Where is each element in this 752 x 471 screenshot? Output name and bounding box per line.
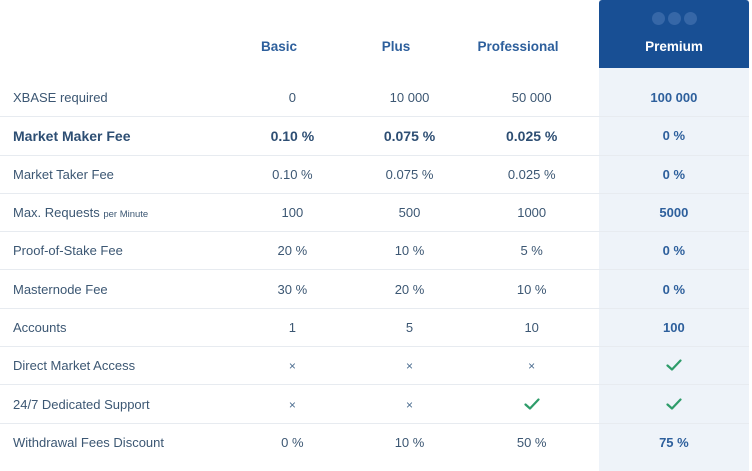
plan-basic-header: Basic xyxy=(260,39,298,54)
table-row: Withdrawal Fees Discount 0 % 10 % 50 % 75 % xyxy=(0,423,749,461)
pricing-comparison-table: XBASE required 0 10 000 50 000 100 000 Market… xyxy=(0,79,749,461)
decorative-dots xyxy=(599,12,749,25)
row-label-text: Proof-of-Stake Fee xyxy=(13,243,123,259)
cell-value: 10 % xyxy=(464,269,599,309)
plan-professional-header: Professional xyxy=(477,39,559,54)
cell-value: 10 xyxy=(464,308,599,348)
table-row: 24/7 Dedicated Support × × xyxy=(0,384,749,424)
row-label-text: Market Maker Fee xyxy=(13,127,131,144)
row-label: Direct Market Access xyxy=(0,346,231,386)
row-label: Masternode Fee xyxy=(0,269,231,309)
cell-value: 0.025 % xyxy=(464,116,599,156)
cell-value: 5 xyxy=(354,308,465,348)
row-label: Market Maker Fee xyxy=(0,116,231,156)
cell-value: 5 % xyxy=(464,231,599,271)
cell-value: 5000 xyxy=(598,193,749,233)
cell-value: 100 xyxy=(230,193,355,233)
row-label-text: 24/7 Dedicated Support xyxy=(13,396,150,412)
row-label-text: Direct Market Access xyxy=(13,358,136,374)
cross-icon: × xyxy=(230,384,355,424)
row-label: Accounts xyxy=(0,308,231,348)
cell-value: 1 xyxy=(230,308,355,348)
cell-value: 0 % xyxy=(598,269,749,309)
cell-value: 10 % xyxy=(394,434,425,450)
row-label-text: Accounts xyxy=(13,319,67,335)
cell-value: 0 % xyxy=(598,155,749,194)
table-row: Masternode Fee 30 % 20 % 10 % 0 % xyxy=(0,269,749,309)
cell-value: 0 % xyxy=(598,116,749,156)
cell-value: 100 000 xyxy=(598,79,749,118)
table-row: Max. Requests per Minute 100 500 1000 5000 xyxy=(0,193,749,233)
row-label-suffix: per Minute xyxy=(103,209,149,221)
row-label-text: Masternode Fee xyxy=(13,281,108,297)
cell-value: 20 % xyxy=(354,269,465,309)
row-label-text: XBASE required xyxy=(13,90,108,106)
cell-value: 10 % xyxy=(354,231,465,271)
cross-icon: × xyxy=(464,346,599,386)
premium-header xyxy=(599,0,749,68)
cell-value: 0.075 % xyxy=(354,155,465,194)
cell-value: 75 % xyxy=(659,434,689,450)
plan-plus-header: Plus xyxy=(381,39,411,54)
table-row: Market Maker Fee 0.10 % 0.075 % 0.025 % 0 % xyxy=(0,116,749,156)
cross-icon: × xyxy=(230,346,355,386)
cell-value: 0.10 % xyxy=(230,155,355,194)
cross-icon: × xyxy=(354,384,465,424)
cell-value: 0 % xyxy=(281,434,304,450)
plan-header-row: Basic Plus Professional Premium xyxy=(0,0,752,68)
cell-value: 20 % xyxy=(230,231,355,271)
table-row: Direct Market Access × × × xyxy=(0,346,749,386)
row-label-text: Withdrawal Fees Discount xyxy=(13,434,164,450)
row-label: Withdrawal Fees Discount xyxy=(0,423,230,461)
table-row: Proof-of-Stake Fee 20 % 10 % 5 % 0 % xyxy=(0,231,749,271)
cell-value: 500 xyxy=(354,193,465,233)
row-label: Market Taker Fee xyxy=(0,155,231,194)
table-row: Accounts 1 5 10 100 xyxy=(0,308,749,348)
row-label: XBASE required xyxy=(0,79,231,118)
cell-value: 30 % xyxy=(230,269,355,309)
row-label: Max. Requests per Minute xyxy=(0,193,231,233)
cell-value: 0.025 % xyxy=(464,155,599,194)
table-row: XBASE required 0 10 000 50 000 100 000 xyxy=(0,79,749,118)
check-icon xyxy=(464,384,599,424)
cell-value: 0 % xyxy=(598,231,749,271)
cell-value: 0 xyxy=(230,79,355,118)
row-label: Proof-of-Stake Fee xyxy=(0,231,231,271)
table-row: Market Taker Fee 0.10 % 0.075 % 0.025 % 0 % xyxy=(0,155,749,194)
cell-value: 0.10 % xyxy=(230,116,355,156)
check-icon xyxy=(598,346,749,386)
cell-value: 1000 xyxy=(464,193,599,233)
cell-value: 50 000 xyxy=(464,79,599,118)
plan-premium-header: Premium xyxy=(645,39,703,54)
cell-value: 50 % xyxy=(516,434,547,450)
check-icon xyxy=(598,384,749,424)
cell-value: 100 xyxy=(598,308,749,348)
row-label-text: Market Taker Fee xyxy=(13,166,114,182)
row-label-text: Max. Requests xyxy=(13,205,100,221)
cross-icon: × xyxy=(354,346,465,386)
cell-value: 10 000 xyxy=(354,79,465,118)
cell-value: 0.075 % xyxy=(354,116,465,156)
row-label: 24/7 Dedicated Support xyxy=(0,384,231,424)
